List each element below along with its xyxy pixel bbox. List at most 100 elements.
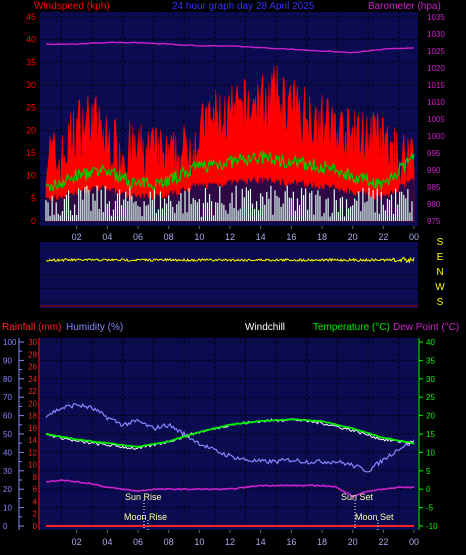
rainfall-tick-label: 30 [28,338,37,347]
temperature-axis: -10 -5 0 5 10 15 20 25 30 35 40 [418,338,438,531]
humidity-axis: 0 10 20 30 40 50 60 70 80 90 100 [3,338,24,531]
wind-direction-series [45,256,415,263]
temperature-tick-label: 20 [426,412,435,421]
temp-x-tick-label: 02 [72,537,82,547]
wind-x-tick-label: 18 [317,232,327,242]
barometer-axis-title: Barometer (hpa) [368,1,441,12]
windspeed-tick-label: 45 [26,12,36,22]
humidity-tick-label: 10 [3,504,12,513]
temperature-tick-label: 5 [426,467,431,476]
sun-set-label: Sun Set [341,492,374,502]
barometer-tick-label: 995 [427,149,441,158]
barometer-tick-label: 980 [427,200,441,209]
wind-panel-series [45,41,415,222]
temperature-tick-label: -5 [426,504,434,513]
rainfall-tick-label: 22 [28,387,37,396]
wind-x-tick-label: 20 [348,232,358,242]
compass-label: N [436,267,443,278]
humidity-tick-label: 80 [3,375,12,384]
windspeed-tick-label: 5 [31,193,36,203]
compass-label: S [437,237,444,248]
windspeed-tick-label: 0 [31,216,36,226]
rainfall-tick-label: 16 [28,424,37,433]
barometer-tick-label: 985 [427,183,441,192]
temperature-panel-grid [40,338,418,530]
windspeed-tick-label: 15 [26,148,36,158]
temperature-tick-label: 30 [426,375,435,384]
temp-x-tick-label: 12 [225,537,235,547]
temperature-tick-label: 40 [426,338,435,347]
rainfall-tick-label: 4 [33,497,38,506]
moon-set-label: Moon Set [355,512,394,522]
rainfall-tick-label: 12 [28,448,37,457]
temp-x-tick-label: 00 [409,537,419,547]
humidity-tick-label: 50 [3,430,12,439]
compass-label: E [437,252,444,263]
humidity-tick-label: 90 [3,356,12,365]
temp-x-tick-label: 04 [102,537,112,547]
barometer-tick-label: 1010 [427,98,445,107]
humidity-tick-label: 60 [3,412,12,421]
windspeed-tick-label: 40 [26,35,36,45]
rainfall-tick-label: 26 [28,363,37,372]
humidity-tick-label: 30 [3,467,12,476]
sun-rise-label: Sun Rise [125,492,162,502]
windspeed-tick-label: 30 [26,80,36,90]
windchill-legend: Windchill [245,322,285,333]
wind-direction-grid [40,247,418,303]
temp-x-tick-label: 18 [317,537,327,547]
temperature-tick-label: 10 [426,448,435,457]
windspeed-tick-label: 20 [26,125,36,135]
barometer-tick-label: 1015 [427,81,445,90]
barometer-tick-label: 1025 [427,47,445,56]
temperature-tick-label: 25 [426,393,435,402]
wind-x-tick-label: 00 [409,232,419,242]
temp-x-tick-label: 22 [378,537,388,547]
temperature-panel-series [45,402,415,527]
humidity-tick-label: 20 [3,485,12,494]
wind-x-tick-label: 16 [286,232,296,242]
temperature-tick-label: -10 [426,522,438,531]
temperature-tick-label: 0 [426,485,431,494]
windspeed-tick-label: 25 [26,103,36,113]
rainfall-tick-label: 8 [33,473,38,482]
barometer-tick-label: 975 [427,217,441,226]
rainfall-tick-label: 2 [33,510,38,519]
rainfall-tick-label: 28 [28,350,37,359]
wind-x-tick-label: 10 [194,232,204,242]
humidity-tick-label: 70 [3,393,12,402]
temp-x-tick-label: 20 [348,537,358,547]
wind-x-tick-label: 06 [133,232,143,242]
temperature-axis-title: Temperature (°C) [313,322,390,333]
barometer-tick-label: 1030 [427,30,445,39]
wind-x-tick-label: 12 [225,232,235,242]
temp-x-tick-label: 14 [256,537,266,547]
rainfall-tick-label: 14 [28,436,37,445]
windspeed-tick-label: 35 [26,57,36,67]
windspeed-axis: 0 5 10 15 20 25 30 35 40 45 [26,12,36,226]
temp-x-tick-label: 08 [164,537,174,547]
rainfall-axis-title: Rainfall (mm) [2,322,61,333]
wind-x-tick-label: 02 [72,232,82,242]
rainfall-tick-label: 24 [28,375,37,384]
compass-label: S [437,297,444,308]
rainfall-tick-label: 10 [28,461,37,470]
wind-x-tick-label: 14 [256,232,266,242]
rainfall-tick-label: 18 [28,412,37,421]
wind-average-series [45,149,415,192]
wind-panel-x-axis: 02 04 06 08 10 12 14 16 18 20 22 00 [72,226,419,242]
temperature-panel-x-axis: 02 04 06 08 10 12 14 16 18 20 22 00 [72,530,419,547]
barometer-series [45,41,415,54]
temp-x-tick-label: 16 [286,537,296,547]
temperature-tick-label: 35 [426,356,435,365]
humidity-axis-title: Humidity (%) [66,322,123,333]
temp-x-tick-label: 06 [133,537,143,547]
barometer-tick-label: 1035 [427,13,445,22]
dewpoint-axis-title: Dew Point (°C) [393,322,459,333]
humidity-tick-label: 0 [3,522,8,531]
dewpoint-series [45,479,415,498]
humidity-tick-label: 100 [3,338,17,347]
